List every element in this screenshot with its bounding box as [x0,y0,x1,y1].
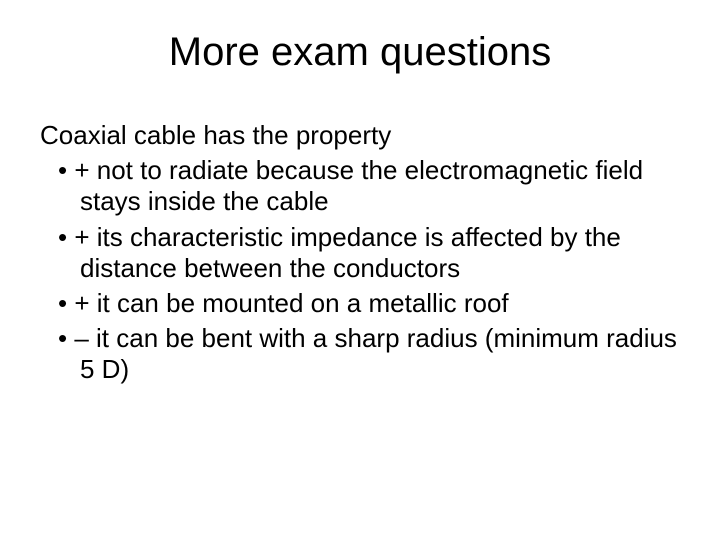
list-item: – it can be bent with a sharp radius (mi… [40,323,680,385]
answer-options: + not to radiate because the electromagn… [40,155,680,385]
list-item: + its characteristic impedance is affect… [40,222,680,284]
slide: More exam questions Coaxial cable has th… [0,0,720,540]
list-item: + not to radiate because the electromagn… [40,155,680,217]
slide-title: More exam questions [40,30,680,75]
list-item: + it can be mounted on a metallic roof [40,288,680,319]
question-intro: Coaxial cable has the property [40,120,680,151]
